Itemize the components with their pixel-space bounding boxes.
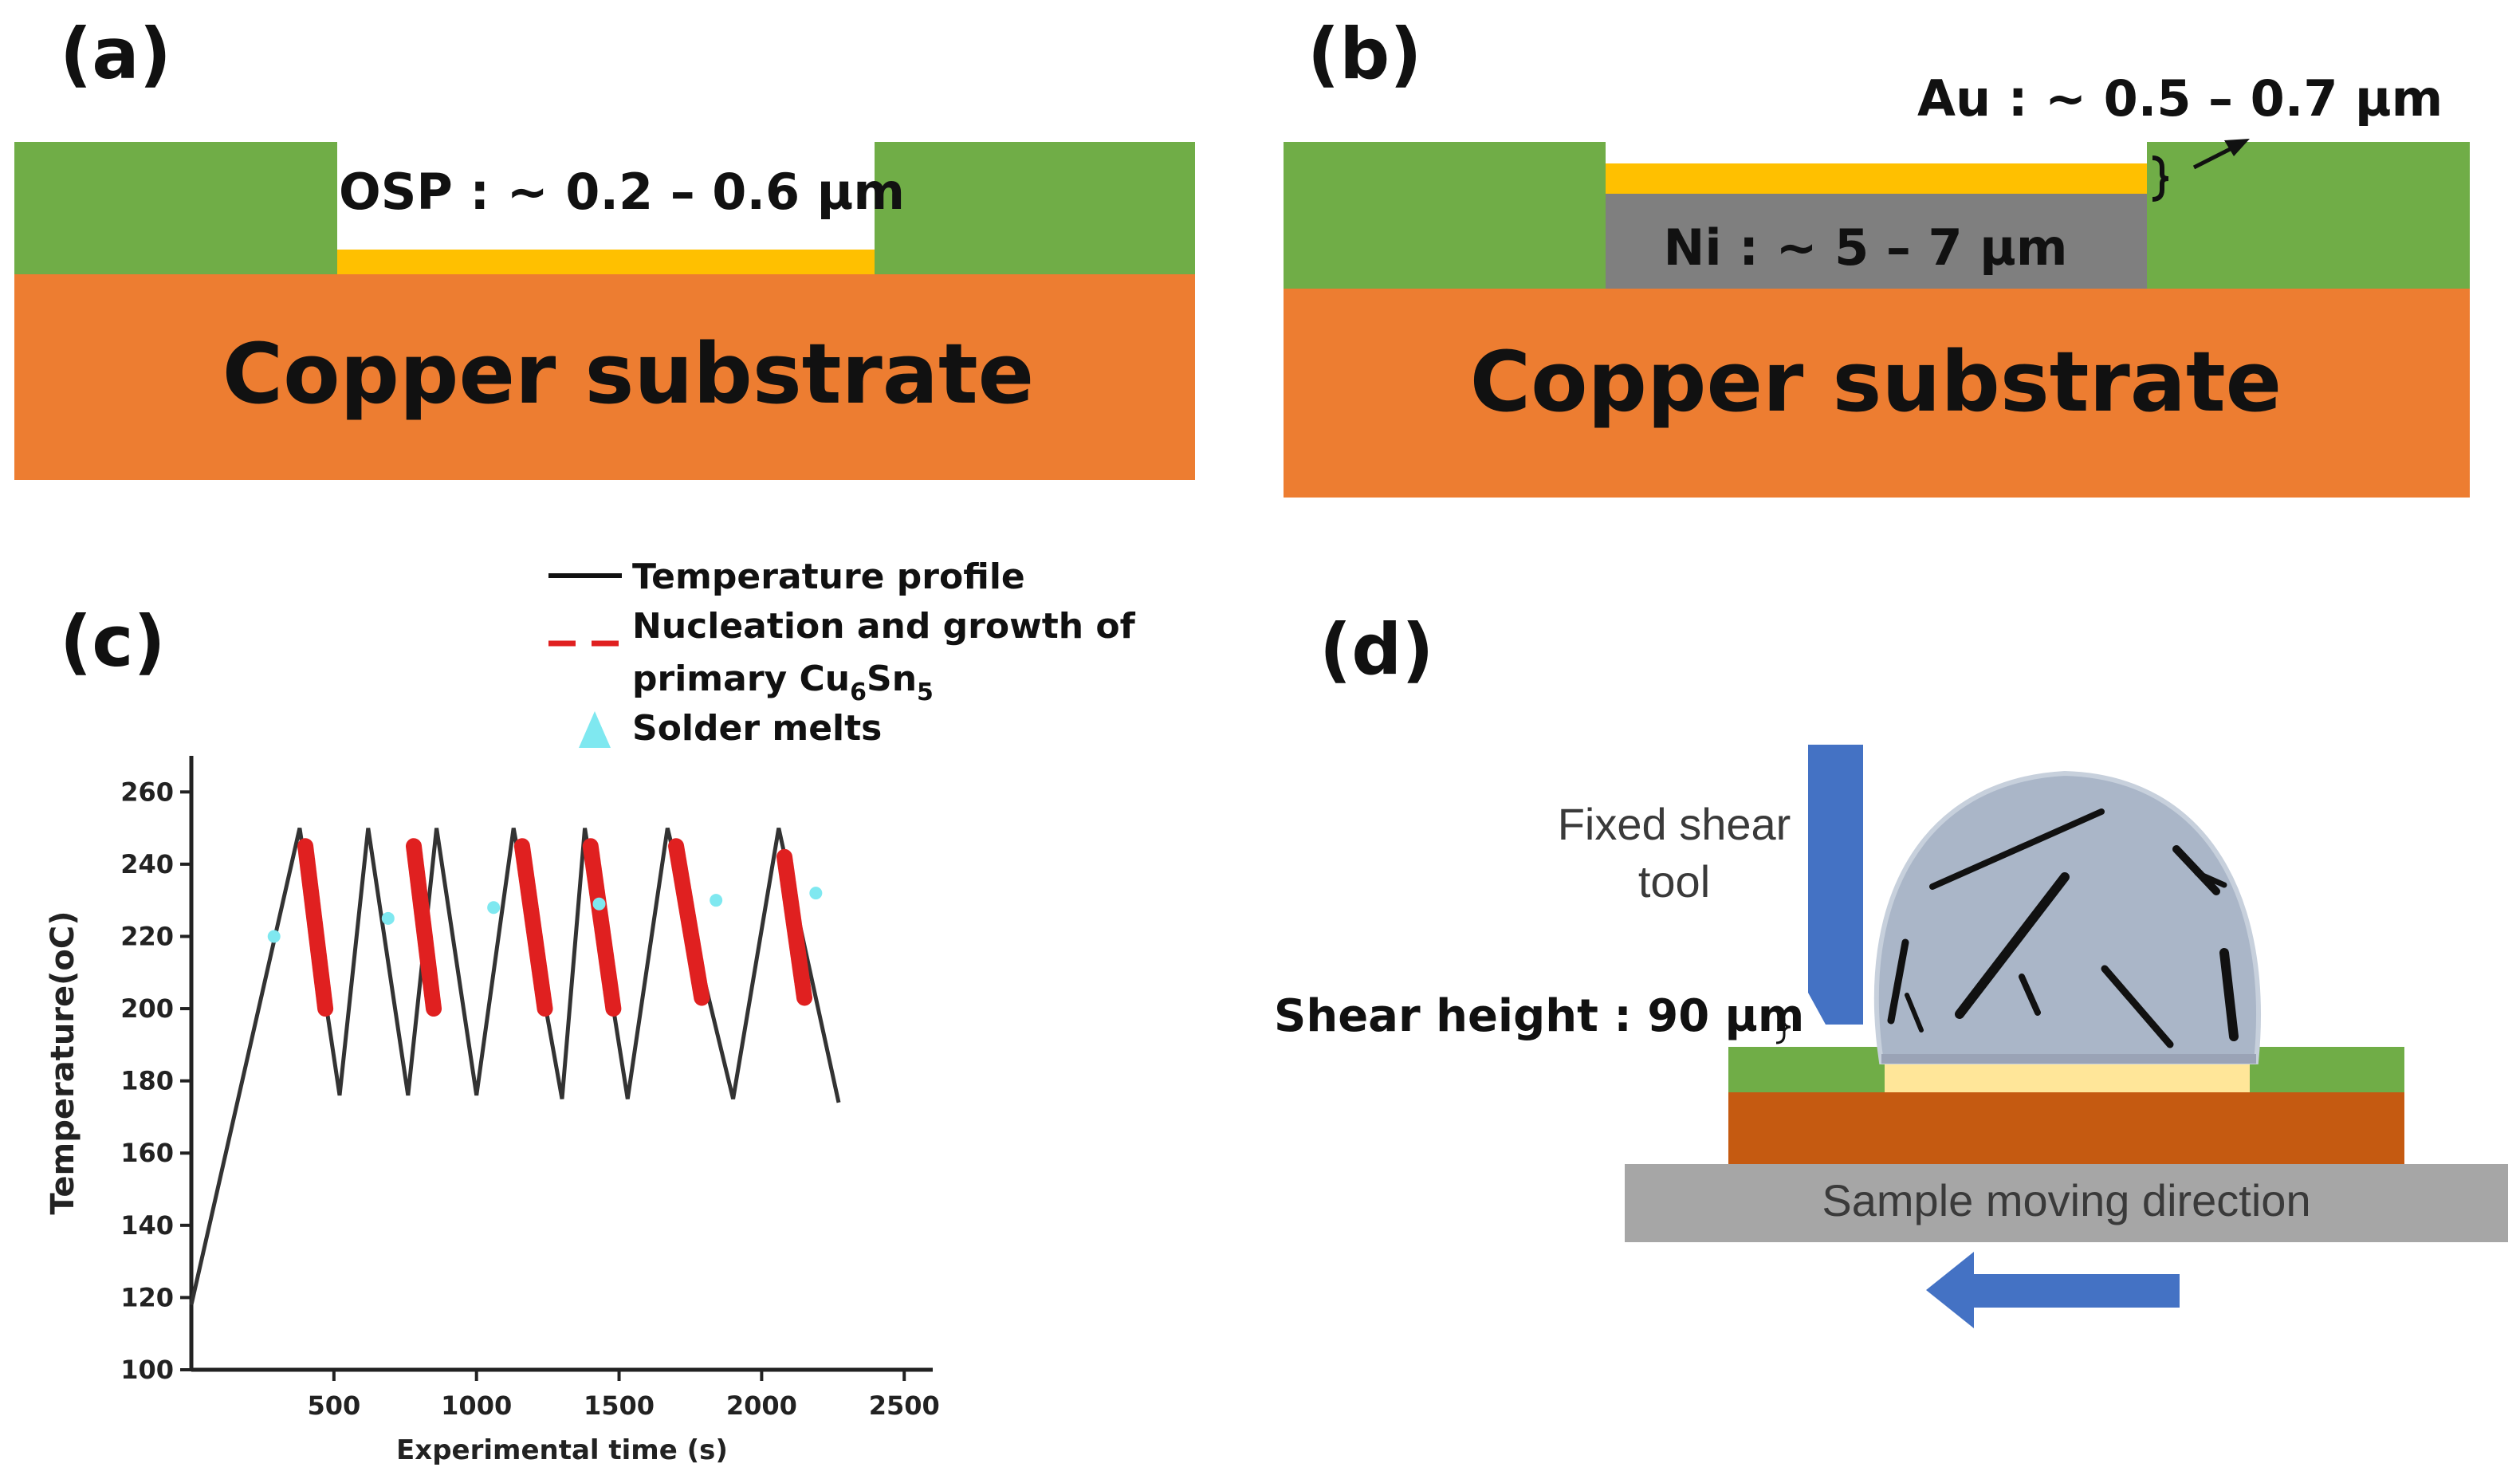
solder-ball [1873,770,2261,1064]
panel-b-gold-layer [1606,163,2147,194]
imc-needle [2019,974,2041,1016]
nucleation-segment [776,848,813,1006]
solder-melt-marker [592,897,606,911]
nucleation-segment [582,838,622,1017]
x-axis-label: Experimental time (s) [396,1434,728,1466]
panel-a-mask-left [14,142,337,276]
panel-b-mask-right [2147,142,2470,290]
y-tick-label: 180 [120,1066,174,1096]
temperature-chart: 100 120 140 160 180 200 220 240 260 500 1000 1500 20… [45,756,940,1466]
y-tick-label: 100 [120,1355,174,1385]
chart-legend: Temperature profile Nucleation and growt… [548,557,1136,749]
x-tick-label: 2000 [726,1390,797,1421]
y-tick-label: 120 [120,1282,174,1312]
solder-melt-marker [710,894,723,907]
imc-needle [1929,808,2105,890]
moving-direction-arrow [1926,1252,2180,1328]
shear-tool-label-1: Fixed shear [1558,799,1791,849]
imc-needle [2172,845,2220,895]
legend-nucleation-label-1: Nucleation and growth of [632,606,1136,647]
panel-a-substrate-label: Copper substrate [222,325,1034,423]
imc-needle [2194,870,2227,888]
solder-melt-marker [809,887,823,900]
y-tick-label: 200 [120,993,174,1024]
solder-melt-marker [381,911,395,925]
panel-a-copper-substrate [14,274,1195,480]
stage-label: Sample moving direction [1822,1175,2310,1225]
panel-b-substrate-label: Copper substrate [1470,333,2282,431]
imc-needle [1955,872,2070,1019]
y-tick-label: 220 [120,921,174,951]
legend-profile-label: Temperature profile [632,557,1025,597]
panel-b-nickel-layer [1606,194,2147,290]
nucleation-segment [513,838,553,1017]
nucleation-segment [297,838,334,1017]
y-tick-label: 140 [120,1210,174,1241]
x-tick-label: 1000 [441,1390,512,1421]
legend-nucleation-label-2: primary Cu6Sn5 [632,659,934,706]
panel-c: (c) Temperature profile Nucleation and g… [45,557,1136,1466]
imc-needle [1905,993,1924,1033]
panel-b-nickel-label: Ni : ~ 5 – 7 µm [1664,218,2068,277]
interfacial-imc-layer [1881,1054,2256,1064]
panel-b: (b) Au : ~ 0.5 – 0.7 µm Ni : ~ 5 – 7 µm … [1284,13,2470,498]
panel-b-copper-substrate [1284,289,2470,498]
imc-needle [1887,938,1909,1025]
panel-d-mask-right [2250,1047,2404,1092]
imc-needles [1887,808,2239,1048]
panel-b-mask-left [1284,142,1606,290]
shear-tool-label-2: tool [1638,856,1710,907]
solder-melt-marker [267,930,281,943]
panel-d-copper-substrate [1728,1091,2404,1164]
x-tick-label: 500 [307,1390,360,1421]
temperature-profile-line [189,828,841,1306]
panel-d-mask-left [1728,1047,1885,1092]
panel-b-gold-label: Au : ~ 0.5 – 0.7 µm [1917,69,2443,128]
panel-b-gold-arrowhead [2224,139,2250,156]
y-tick-label: 160 [120,1138,174,1168]
y-tick-label: 240 [120,849,174,879]
legend-melt-label: Solder melts [632,708,882,749]
shear-height-bracket [1775,1009,1791,1044]
sample-stage [1625,1164,2508,1242]
nucleation-segment [668,838,710,1006]
panel-a-osp-layer [337,250,875,276]
panel-a-label: (a) [60,13,171,95]
solder-melt-marker [487,901,501,915]
legend-melt-swatch [579,711,611,748]
panel-d-label: (d) [1319,608,1433,690]
shear-height-label: Shear height : 90 µm [1274,990,1804,1042]
panel-a-osp-label: OSP : ~ 0.2 – 0.6 µm [339,163,905,221]
panel-b-gold-bracket [2152,155,2169,202]
imc-needle [2101,965,2174,1048]
y-axis-label: Temperature(oC) [45,911,81,1214]
panel-d: (d) Sample moving direction Fixed shear … [1274,608,2508,1328]
y-tick-label: 260 [120,777,174,807]
x-tick-label: 2500 [869,1390,940,1421]
panel-c-label: (c) [60,600,166,682]
panel-a: (a) OSP : ~ 0.2 – 0.6 µm Copper substrat… [14,13,1195,480]
nucleation-segment [406,838,442,1017]
x-tick-label: 1500 [584,1390,655,1421]
panel-a-mask-right [875,142,1195,276]
panel-d-pad-finish [1885,1062,2250,1092]
imc-needle [2219,948,2239,1041]
panel-b-label: (b) [1307,13,1421,95]
fixed-shear-tool [1808,745,1863,1025]
